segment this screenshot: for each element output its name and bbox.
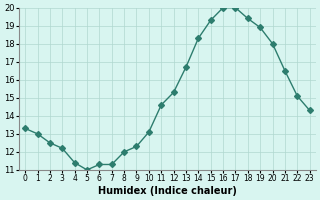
X-axis label: Humidex (Indice chaleur): Humidex (Indice chaleur) — [98, 186, 237, 196]
